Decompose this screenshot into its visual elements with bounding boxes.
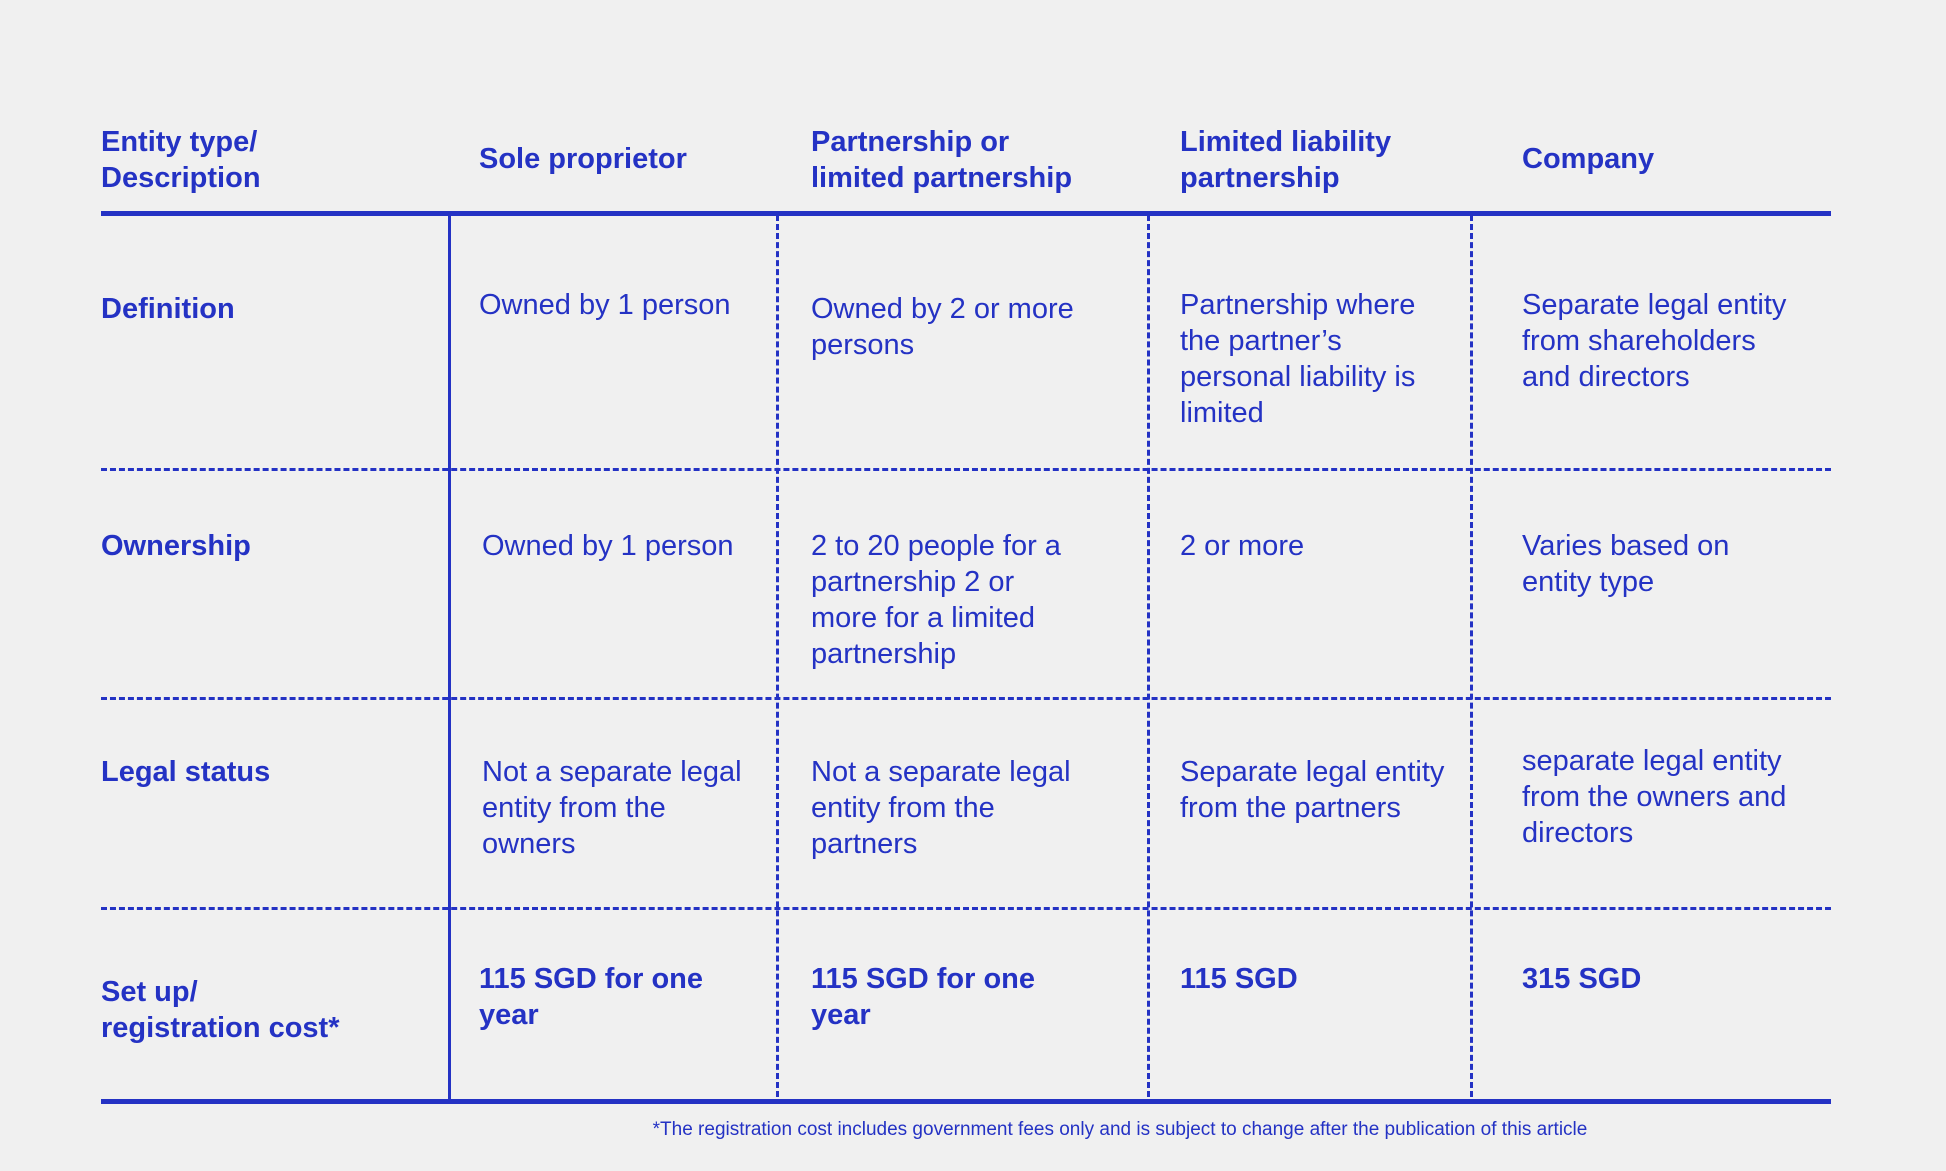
column-divider — [776, 215, 779, 1097]
column-divider — [1470, 215, 1473, 1097]
table-cell: 315 SGD — [1522, 963, 1642, 995]
row-label-definition: Definition — [101, 293, 235, 325]
table-cell: Owned by 1 person — [479, 289, 731, 321]
row-divider — [101, 697, 1831, 700]
row-label-setup-cost: Set up/ registration cost* — [101, 976, 340, 1044]
table-cell: 115 SGD — [1180, 963, 1298, 995]
table-cell: Separate legal entity from shareholders … — [1522, 289, 1787, 393]
table-cell: Owned by 2 or more persons — [811, 293, 1074, 361]
table-cell: Partnership where the partner’s personal… — [1180, 289, 1416, 429]
table-cell: 2 to 20 people for a partnership 2 or mo… — [811, 530, 1061, 670]
header-partnership: Partnership or limited partnership — [811, 126, 1073, 194]
table-cell: Owned by 1 person — [482, 530, 734, 562]
table-cell: 2 or more — [1180, 530, 1305, 562]
row-divider — [101, 907, 1831, 910]
table-cell: 115 SGD for one year — [479, 963, 704, 1031]
footnote: *The registration cost includes governme… — [652, 1119, 1588, 1140]
label-column-divider — [448, 213, 451, 1101]
header-llp: Limited liability partnership — [1180, 126, 1392, 194]
table-cell: Not a separate legal entity from the own… — [482, 756, 742, 860]
bottom-rule — [101, 1099, 1831, 1104]
row-label-ownership: Ownership — [101, 530, 251, 562]
table-cell: Varies based on entity type — [1522, 530, 1730, 598]
header-company: Company — [1522, 143, 1655, 175]
column-divider — [1147, 215, 1150, 1097]
table-cell: Not a separate legal entity from the par… — [811, 756, 1071, 860]
table-cell: separate legal entity from the owners an… — [1522, 745, 1787, 849]
row-label-legal-status: Legal status — [101, 756, 271, 788]
table-cell: 115 SGD for one year — [811, 963, 1036, 1031]
header-sole-proprietor: Sole proprietor — [479, 143, 687, 175]
header-rule — [101, 211, 1831, 216]
table-cell: Separate legal entity from the partners — [1180, 756, 1445, 824]
header-entity-type: Entity type/ Description — [101, 126, 261, 194]
row-divider — [101, 468, 1831, 471]
